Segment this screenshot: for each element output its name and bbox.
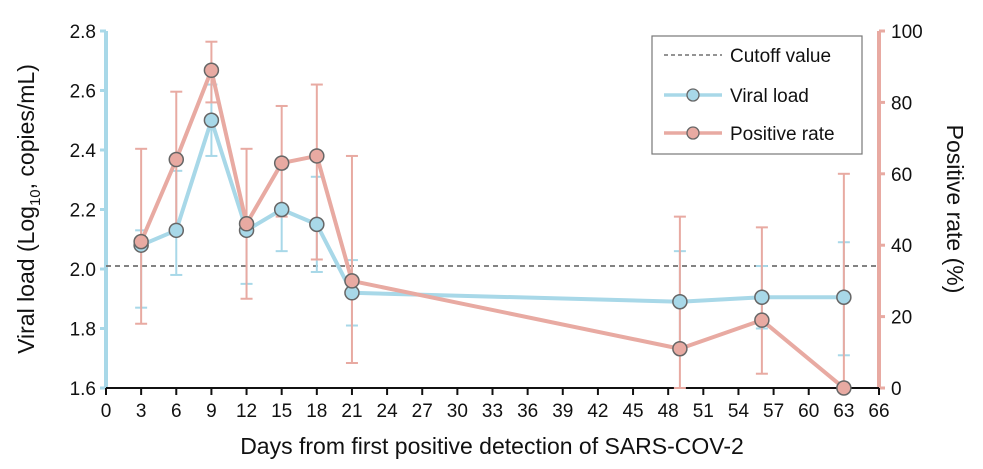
viral-load-point (309, 216, 325, 233)
positive-rate-point (133, 233, 149, 250)
positive-rate-point (754, 312, 770, 328)
x-axis-tick-label: 54 (728, 401, 750, 422)
y-axis-right-tick-label: 80 (891, 93, 912, 114)
positive-rate-series (135, 40, 850, 389)
x-axis-tick-label: 27 (412, 401, 433, 422)
viral-load-line (140, 118, 844, 304)
x-axis-tick-label: 33 (482, 401, 503, 422)
x-axis-tick-label: 30 (447, 401, 468, 422)
x-axis-tick-label: 3 (136, 401, 147, 422)
x-axis-tick-label: 18 (306, 401, 327, 422)
y-axis-right-tick-label: 40 (891, 236, 912, 257)
viral-load-point (273, 201, 290, 218)
x-axis-tick-label: 60 (798, 401, 819, 422)
y-axis-right-tick-label: 60 (891, 165, 912, 186)
positive-rate-point (203, 62, 220, 79)
viral-load-point (203, 112, 220, 128)
y-axis-left-tick-label: 1.6 (70, 379, 96, 400)
y-axis-right-tick-label: 20 (891, 308, 912, 329)
y-axis-left-tick-label: 2.0 (70, 260, 96, 281)
x-axis-tick-label: 66 (868, 401, 889, 422)
y-axis-right-tick-label: 0 (891, 379, 902, 400)
y-axis-left-tick-label: 2.2 (70, 201, 96, 222)
y-axis-left-tick-label: 2.6 (70, 82, 96, 103)
y-axis-right-title: Positive rate (%) (942, 125, 968, 294)
legend-cutoff-label: Cutoff value (730, 46, 831, 67)
x-axis-tick-label: 9 (206, 401, 217, 422)
x-axis-tick-label: 12 (236, 401, 257, 422)
x-axis-title: Days from first positive detection of SA… (240, 433, 744, 459)
x-axis-tick-label: 48 (658, 401, 679, 422)
y-axis-left-tick-label: 2.8 (70, 22, 96, 43)
positive-rate-point (309, 148, 325, 164)
x-axis-tick-label: 45 (622, 401, 643, 422)
y-axis-left-title: Viral load (Log10, copies/mL) (13, 64, 44, 354)
legend: Cutoff value Viral load Positive rate (651, 35, 863, 155)
x-axis-tick-label: 36 (517, 401, 538, 422)
x-axis-tick-label: 42 (587, 401, 608, 422)
positive-rate-point (168, 151, 185, 168)
legend-positive-rate-marker (686, 126, 700, 140)
x-axis-tick-label: 51 (693, 401, 714, 422)
x-axis-tick-label: 24 (377, 401, 399, 422)
positive-rate-point (672, 340, 688, 357)
viral-load-point (168, 222, 185, 239)
viral-load-point (836, 289, 852, 306)
x-axis-tick-label: 0 (101, 401, 112, 422)
positive-rate-point (836, 380, 852, 396)
viral-load-point (754, 289, 770, 306)
x-axis-tick-label: 15 (271, 401, 292, 422)
positive-rate-point (344, 273, 360, 289)
legend-viral-load-marker (686, 88, 700, 102)
viral-load-point (672, 293, 688, 310)
positive-rate-point (238, 216, 255, 232)
y-axis-left-tick-label: 2.4 (70, 141, 97, 162)
x-axis-tick-label: 6 (171, 401, 182, 422)
x-axis-tick-label: 57 (763, 401, 784, 422)
y-axis-right-tick-label: 100 (891, 22, 923, 43)
x-axis-tick-label: 63 (833, 401, 854, 422)
y-axis-left-tick-label: 1.8 (70, 320, 96, 341)
positive-rate-point (273, 155, 290, 171)
legend-positive-rate-label: Positive rate (730, 124, 835, 145)
x-axis-tick-label: 39 (552, 401, 573, 422)
positive-rate-line (139, 68, 846, 390)
legend-viral-load-label: Viral load (730, 86, 809, 107)
x-axis-tick-label: 21 (341, 401, 362, 422)
